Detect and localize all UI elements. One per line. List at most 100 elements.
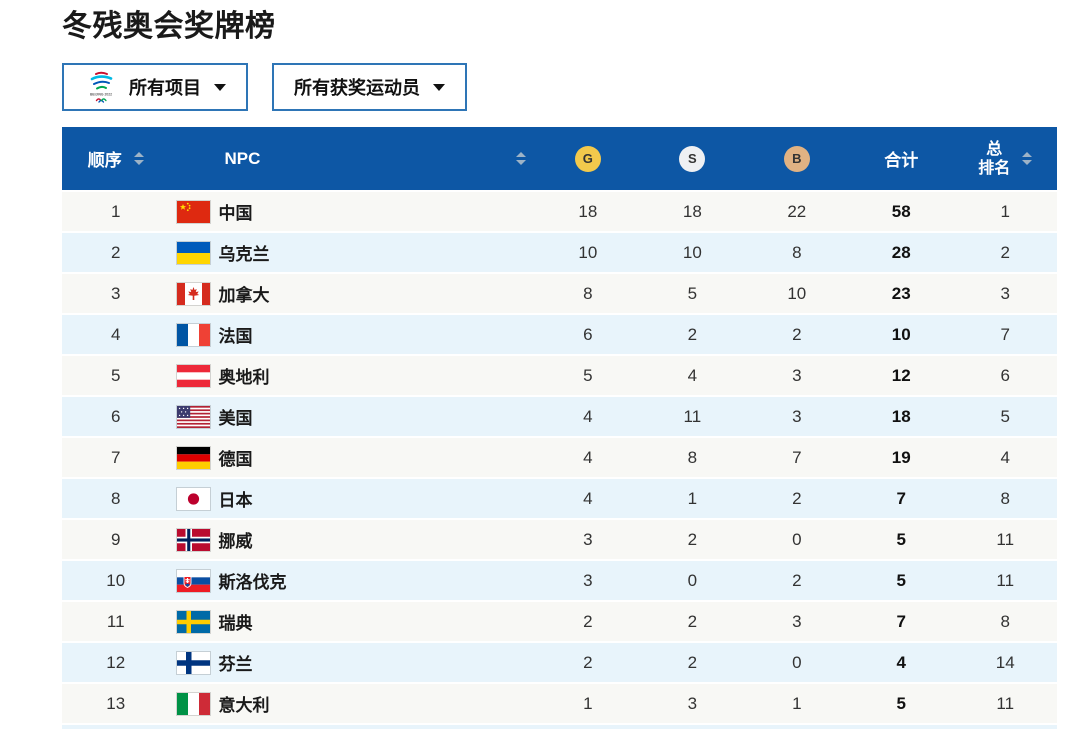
events-filter-dropdown[interactable]: BEIJING 2022 所有项目 [62, 63, 248, 111]
gold-cell: 3 [535, 518, 641, 559]
overall_rank-cell: 14 [953, 641, 1057, 682]
no-flag-icon [177, 528, 211, 551]
column-header-silver: S [640, 127, 745, 190]
npc-name: 乌克兰 [218, 245, 270, 264]
table-row: 3 加拿大 8 5 10 23 3 [62, 272, 1057, 313]
table-row: 5 奥地利 5 4 3 12 6 [62, 354, 1057, 395]
total-cell: 5 [849, 682, 954, 723]
npc-name: 奥地利 [218, 368, 270, 387]
npc-name: 芬兰 [218, 655, 253, 674]
overall_rank-cell: 8 [953, 477, 1057, 518]
jp-flag-icon [177, 487, 211, 510]
ca-flag-icon [177, 282, 211, 305]
fr-flag-icon [177, 323, 211, 346]
table-row: 7 德国 4 8 7 19 4 [62, 436, 1057, 477]
overall_rank-cell: 6 [953, 354, 1057, 395]
bronze-medal-icon: B [783, 145, 810, 172]
cn-flag-icon [177, 200, 211, 223]
page-title: 冬残奥会奖牌榜 [62, 10, 276, 43]
npc-name: 美国 [218, 409, 253, 428]
overall_rank-cell: 2 [953, 231, 1057, 272]
table-row: 12 芬兰 2 2 0 4 14 [62, 641, 1057, 682]
sort-icon-npc[interactable] [515, 152, 526, 165]
caret-down-icon [214, 83, 226, 91]
bronze-cell: 2 [744, 477, 850, 518]
caret-down-icon [433, 83, 445, 91]
column-header-overall_rank[interactable]: 总排名 [953, 127, 1057, 190]
next-row-partial [62, 723, 1057, 729]
order-cell: 4 [62, 313, 170, 354]
overall_rank-cell: 7 [953, 313, 1057, 354]
table-row: 4 法国 6 2 2 10 7 [62, 313, 1057, 354]
npc-name: 德国 [218, 450, 253, 469]
events-filter-label: 所有项目 [129, 78, 201, 98]
column-label-total: 合计 [884, 151, 919, 170]
npc-cell: 瑞典 [169, 600, 536, 641]
bronze-cell: 7 [744, 436, 850, 477]
table-row: 11 瑞典 2 2 3 7 8 [62, 600, 1057, 641]
gold-cell: 18 [535, 190, 641, 231]
silver-cell: 3 [640, 682, 745, 723]
npc-name: 中国 [218, 204, 253, 223]
athletes-filter-label: 所有获奖运动员 [294, 78, 420, 98]
silver-cell: 2 [640, 313, 745, 354]
column-label-npc: NPC [224, 148, 261, 168]
gold-cell: 4 [535, 395, 641, 436]
order-cell: 9 [62, 518, 170, 559]
overall_rank-cell: 11 [953, 559, 1057, 600]
overall_rank-cell: 11 [953, 518, 1057, 559]
bronze-cell: 0 [744, 641, 850, 682]
column-label-overall_rank: 总排名 [978, 140, 1011, 177]
beijing-2022-paralympic-emblem-icon: BEIJING 2022 [84, 70, 118, 104]
bronze-cell: 3 [744, 354, 850, 395]
ua-flag-icon [177, 241, 211, 264]
npc-cell: 奥地利 [169, 354, 536, 395]
npc-name: 挪威 [218, 532, 253, 551]
athletes-filter-dropdown[interactable]: 所有获奖运动员 [272, 63, 467, 111]
bronze-cell: 2 [744, 313, 850, 354]
gold-cell: 10 [535, 231, 641, 272]
gold-cell: 4 [535, 477, 641, 518]
silver-cell: 4 [640, 354, 745, 395]
npc-cell: 斯洛伐克 [169, 559, 536, 600]
silver-cell: 8 [640, 436, 745, 477]
column-header-order[interactable]: 顺序 [62, 127, 170, 190]
npc-cell: 德国 [169, 436, 536, 477]
gold-cell: 5 [535, 354, 641, 395]
order-cell: 3 [62, 272, 170, 313]
overall_rank-cell: 3 [953, 272, 1057, 313]
silver-cell: 10 [640, 231, 745, 272]
order-cell: 10 [62, 559, 170, 600]
silver-cell: 2 [640, 600, 745, 641]
silver-cell: 11 [640, 395, 745, 436]
npc-cell: 日本 [169, 477, 536, 518]
medal-standings-page: 冬残奥会奖牌榜 BEIJING 2022 所有项目 所有获奖运动员 [0, 8, 1080, 729]
order-cell: 2 [62, 231, 170, 272]
se-flag-icon [177, 610, 211, 633]
table-row: 10 斯洛伐克 3 0 2 5 11 [62, 559, 1057, 600]
gold-cell: 2 [535, 600, 641, 641]
silver-cell: 2 [640, 641, 745, 682]
bronze-cell: 22 [744, 190, 850, 231]
it-flag-icon [177, 692, 211, 715]
sort-icon-order[interactable] [133, 152, 144, 165]
npc-cell: 挪威 [169, 518, 536, 559]
column-header-gold: G [535, 127, 641, 190]
total-cell: 12 [849, 354, 954, 395]
column-label-order: 顺序 [87, 151, 122, 170]
table-row: 8 日本 4 1 2 7 8 [62, 477, 1057, 518]
table-row: 1 中国 18 18 22 58 1 [62, 190, 1057, 231]
column-header-npc[interactable]: NPC [169, 127, 536, 190]
total-cell: 23 [849, 272, 954, 313]
bronze-cell: 1 [744, 682, 850, 723]
npc-cell: 美国 [169, 395, 536, 436]
overall_rank-cell: 4 [953, 436, 1057, 477]
overall_rank-cell: 11 [953, 682, 1057, 723]
npc-cell: 中国 [169, 190, 536, 231]
npc-name: 日本 [218, 491, 253, 510]
silver-medal-icon: S [679, 145, 706, 172]
total-cell: 5 [849, 518, 954, 559]
sort-icon-overall_rank[interactable] [1022, 152, 1033, 165]
order-cell: 6 [62, 395, 170, 436]
npc-name: 意大利 [218, 696, 270, 715]
